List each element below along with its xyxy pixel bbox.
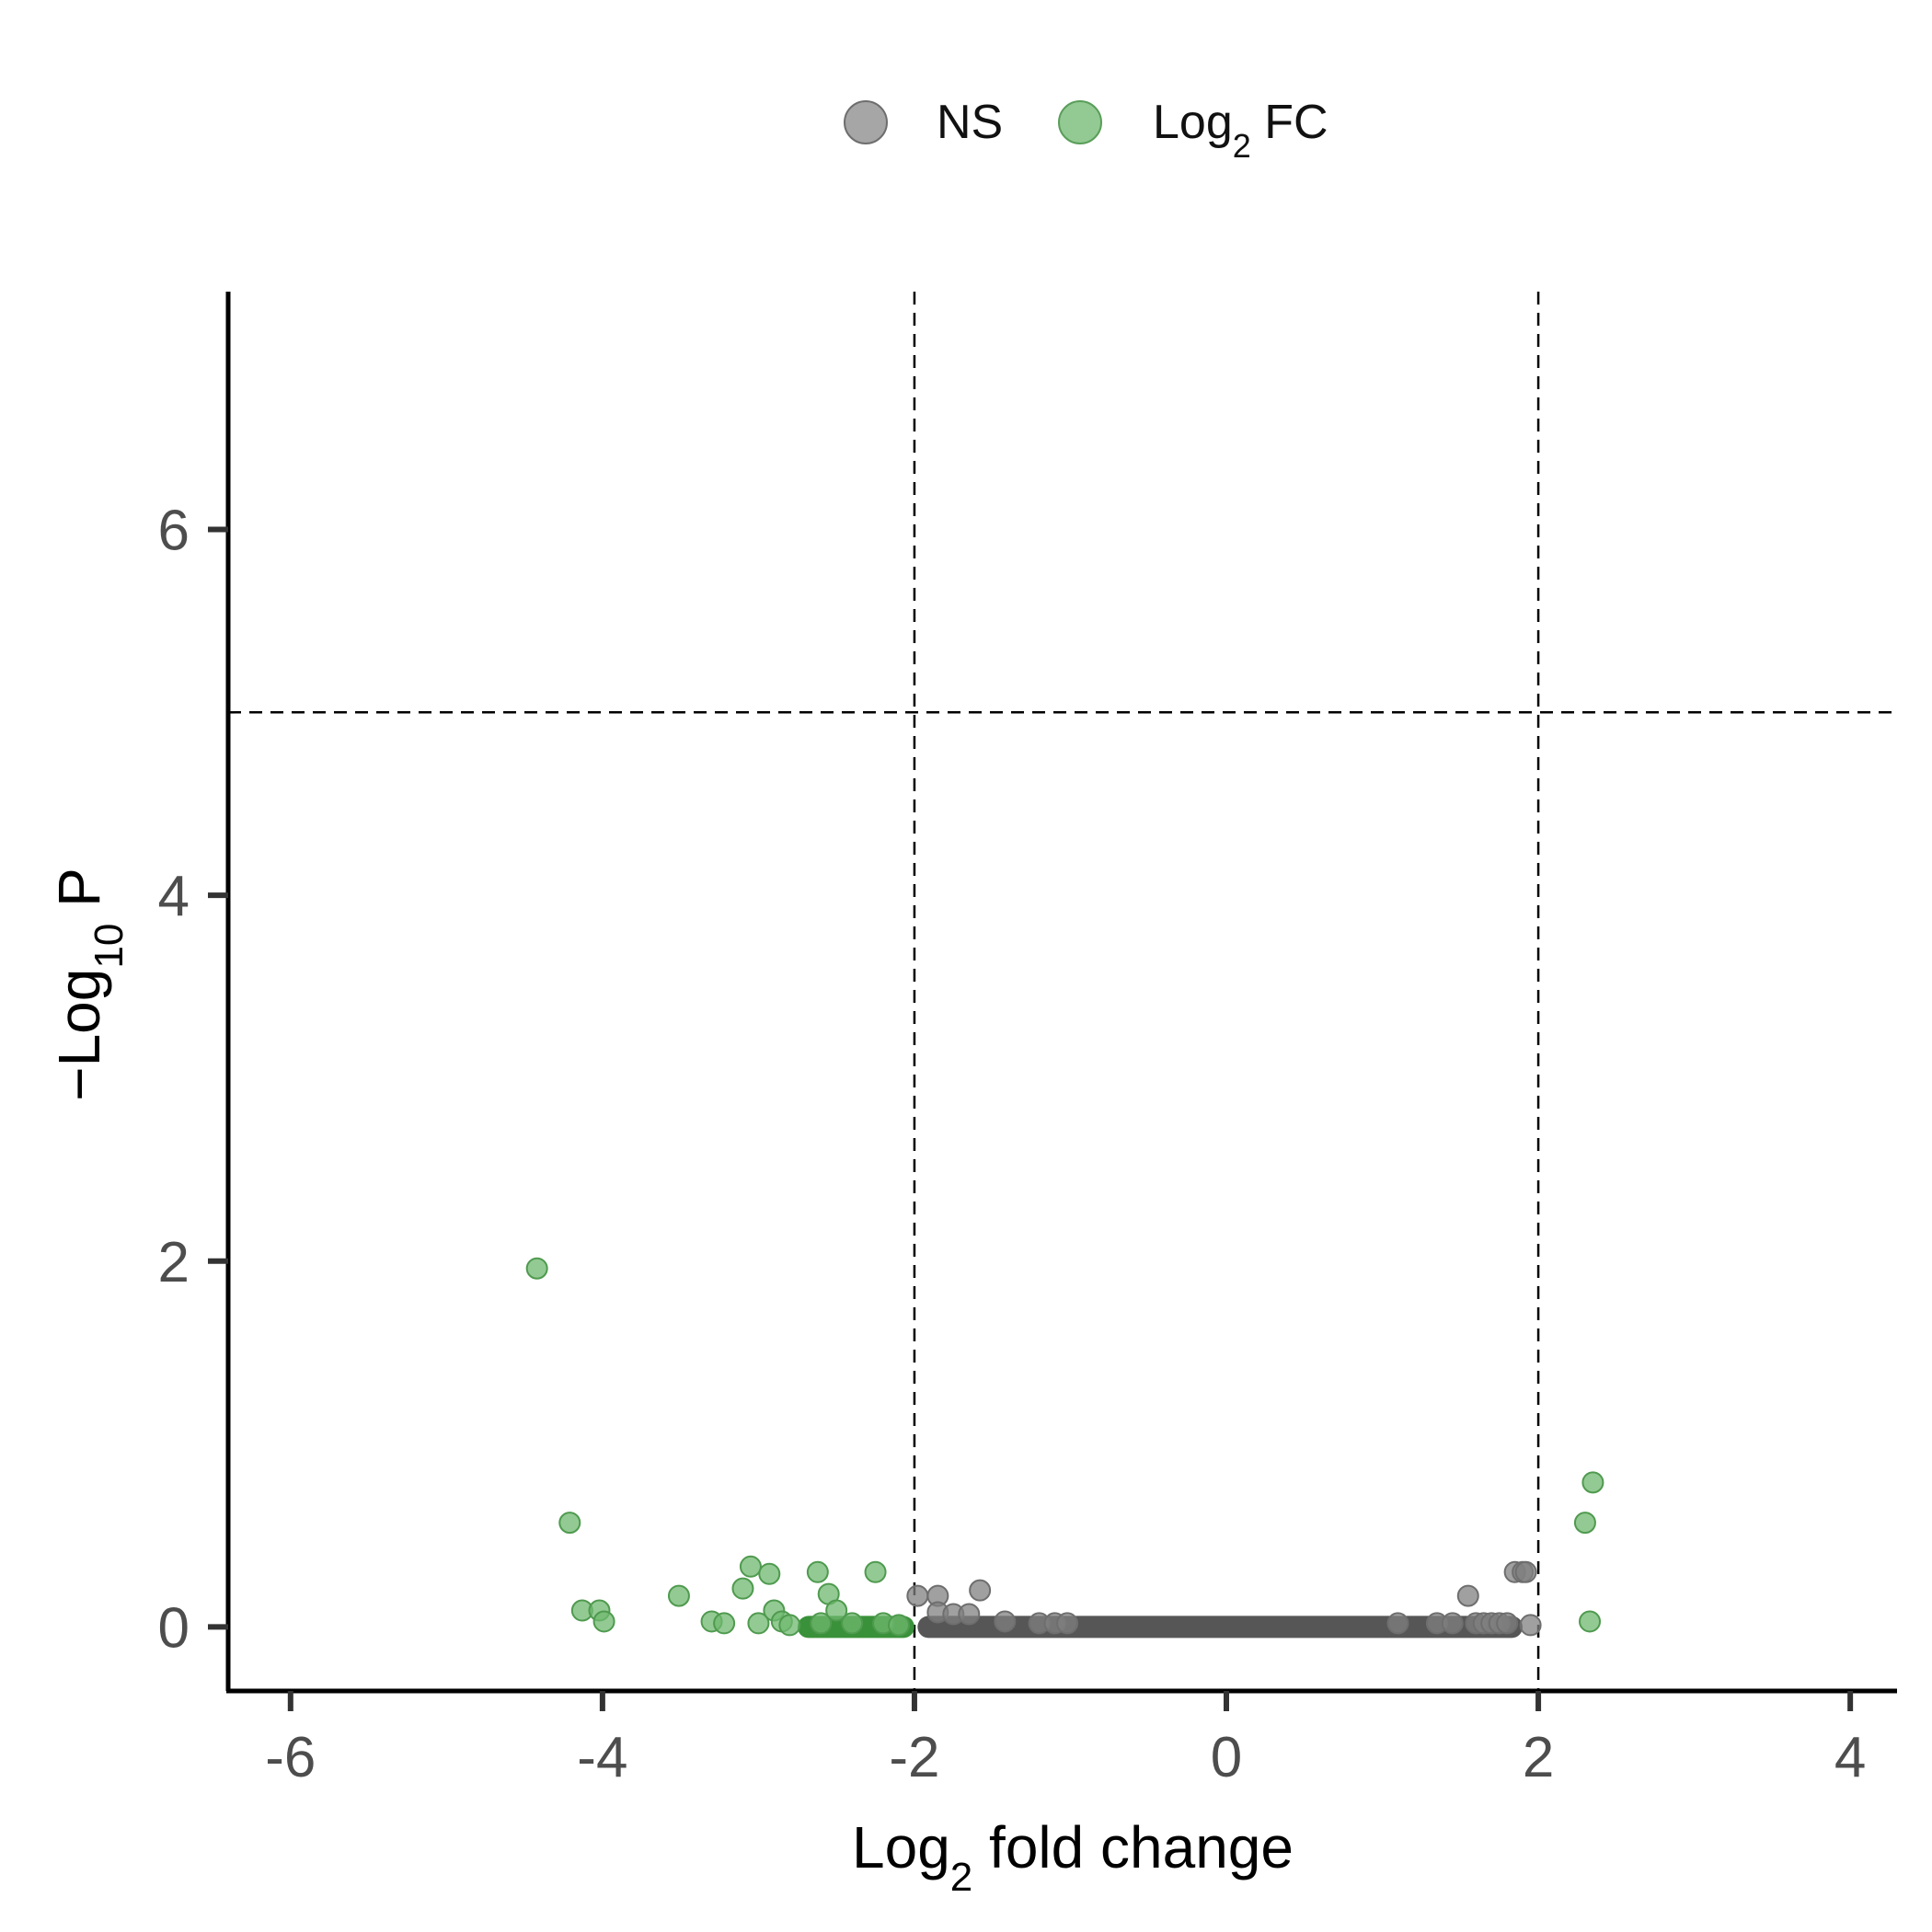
point-log2fc (841, 1612, 864, 1635)
x-tick-label: -2 (889, 1726, 939, 1789)
point-log2fc (806, 1560, 829, 1583)
point-log2fc (1573, 1512, 1596, 1535)
point-ns (1496, 1612, 1519, 1635)
point-ns (1514, 1560, 1537, 1583)
x-ticks: -6 -4 -2 0 2 4 (265, 1691, 1866, 1789)
point-log2fc (747, 1612, 770, 1635)
y-tick-label: 6 (158, 499, 190, 562)
y-axis-title: −Log10 P (46, 868, 132, 1101)
point-log2fc (1581, 1471, 1604, 1494)
point-log2fc (525, 1257, 548, 1280)
x-tick-label: -6 (265, 1726, 316, 1789)
point-ns (1441, 1612, 1464, 1635)
point-ns (1456, 1584, 1479, 1607)
point-ns (958, 1603, 981, 1626)
point-ns (994, 1610, 1017, 1633)
legend-label-log2fc: Log2 FC (1153, 96, 1328, 165)
point-log2fc (558, 1512, 581, 1535)
point-log2fc (1579, 1610, 1602, 1633)
point-log2fc (825, 1599, 848, 1622)
legend-key-ns (844, 100, 888, 144)
point-log2fc (758, 1562, 781, 1585)
x-tick-label: -4 (577, 1726, 627, 1789)
point-ns (1519, 1614, 1542, 1637)
point-ns (906, 1584, 929, 1607)
point-ns (1386, 1612, 1409, 1635)
point-log2fc (713, 1612, 736, 1635)
y-tick-label: 2 (158, 1231, 190, 1294)
legend: NS Log2 FC (844, 96, 1328, 165)
y-tick-label: 4 (158, 865, 190, 928)
y-tick-label: 0 (158, 1596, 190, 1660)
point-log2fc (810, 1612, 833, 1635)
legend-label-ns: NS (937, 96, 1003, 149)
x-tick-label: 4 (1834, 1726, 1866, 1789)
data-points (525, 1257, 1604, 1637)
point-log2fc (739, 1555, 762, 1578)
point-log2fc (731, 1577, 754, 1600)
x-axis-title: Log2 fold change (852, 1814, 1294, 1900)
legend-key-log2fc (1058, 100, 1102, 144)
cutoff-lines (228, 292, 1897, 1691)
x-tick-label: 0 (1211, 1726, 1242, 1789)
point-log2fc (864, 1560, 887, 1583)
point-log2fc (778, 1614, 801, 1637)
point-log2fc (887, 1614, 910, 1637)
point-ns (1056, 1612, 1079, 1635)
axes (225, 292, 1897, 1694)
point-log2fc (592, 1610, 615, 1633)
point-ns (969, 1579, 992, 1602)
point-log2fc (667, 1584, 690, 1607)
x-tick-label: 2 (1523, 1726, 1554, 1789)
y-ticks: 0 2 4 6 (158, 499, 228, 1660)
